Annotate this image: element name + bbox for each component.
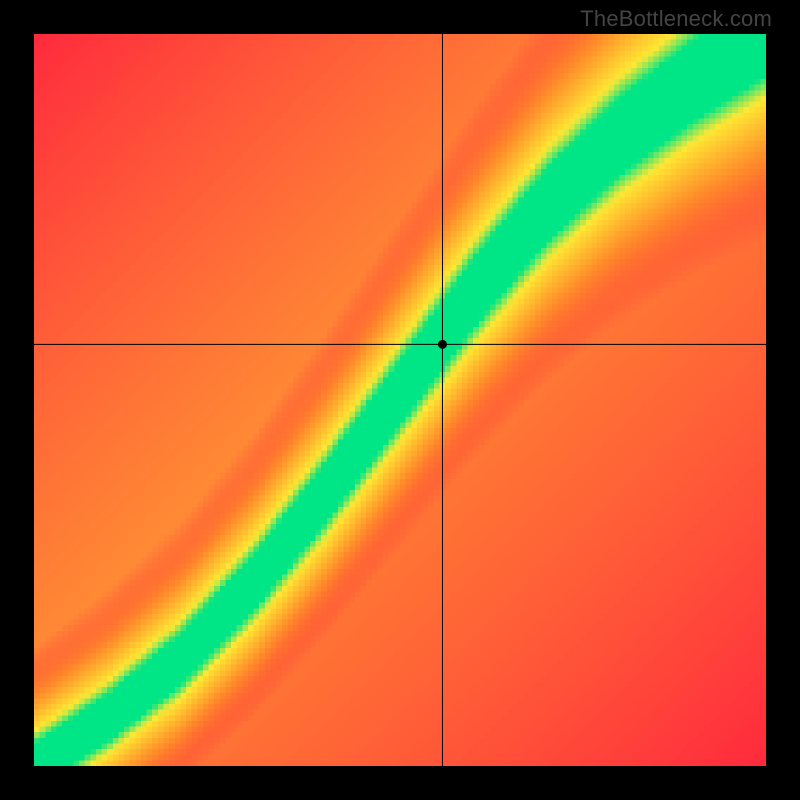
chart-container: { "watermark": "TheBottleneck.com", "wat… bbox=[0, 0, 800, 800]
watermark-text: TheBottleneck.com bbox=[580, 6, 772, 32]
bottleneck-heatmap bbox=[34, 34, 766, 766]
